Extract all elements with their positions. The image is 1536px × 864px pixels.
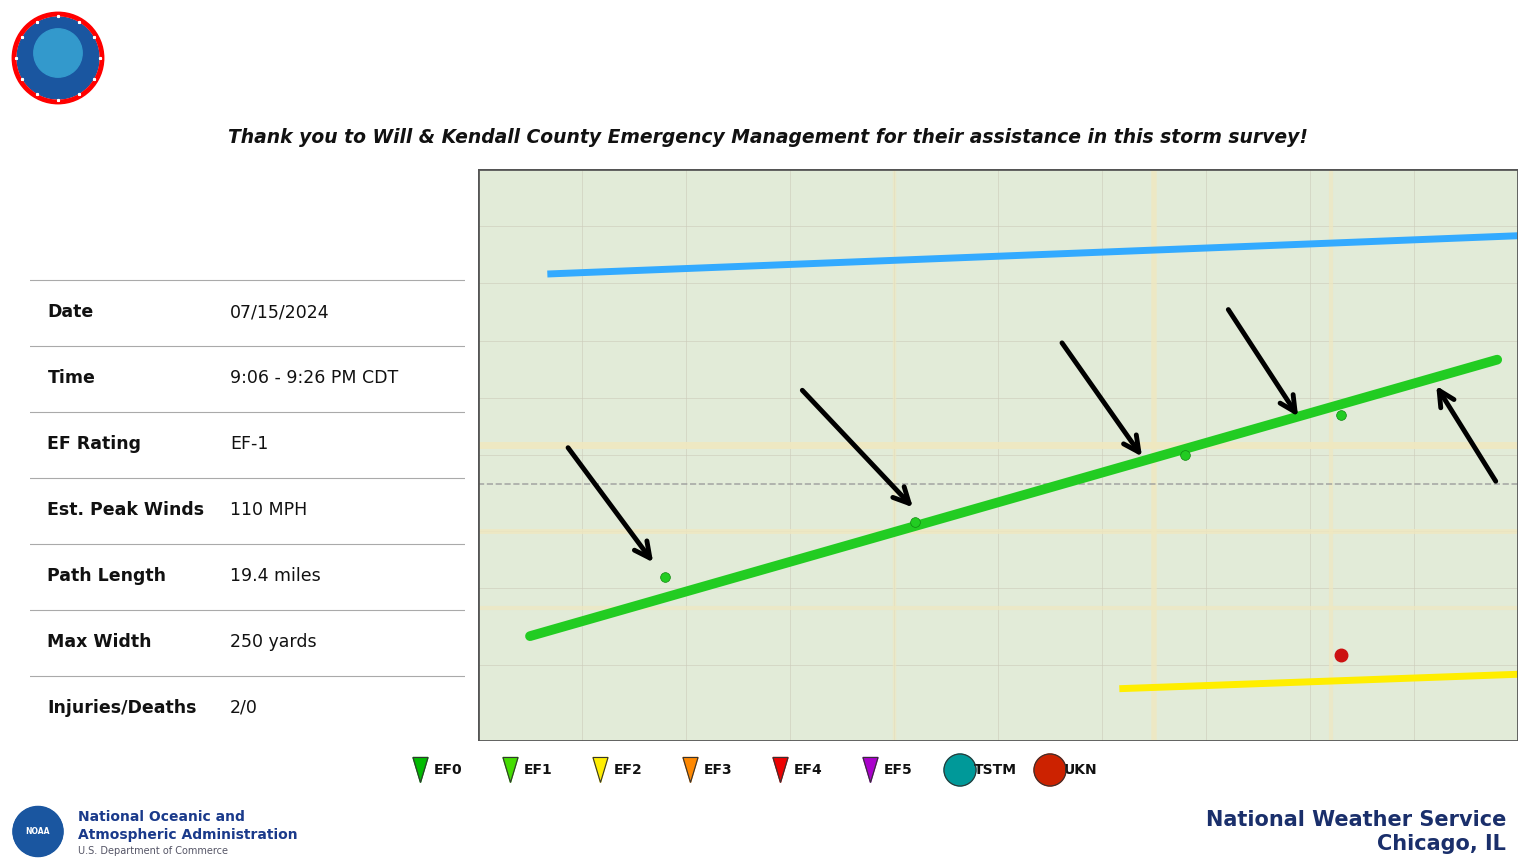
Text: EF3: EF3 (703, 763, 733, 777)
Polygon shape (502, 758, 518, 783)
Ellipse shape (91, 239, 112, 252)
Text: EF Rating: EF Rating (48, 435, 141, 453)
Text: Injuries/Deaths: Injuries/Deaths (48, 699, 197, 717)
Text: National Weather Service: National Weather Service (1206, 810, 1505, 829)
Text: 07/15/2024: 07/15/2024 (230, 303, 330, 321)
Text: Time: Time (48, 369, 95, 387)
Polygon shape (773, 758, 788, 783)
Ellipse shape (57, 179, 135, 192)
Text: Storm Survey Results: Storm Survey Results (129, 190, 435, 214)
Text: 9:06 - 9:26 PM CDT: 9:06 - 9:26 PM CDT (230, 369, 398, 387)
Circle shape (1034, 754, 1066, 786)
Text: July 22, 2024: July 22, 2024 (1283, 41, 1505, 71)
Text: TSTM: TSTM (974, 763, 1017, 777)
Text: UKN: UKN (1064, 763, 1098, 777)
Text: 2/0: 2/0 (230, 699, 258, 717)
Polygon shape (684, 758, 697, 783)
Text: Minooka to Joliet Tornado: Minooka to Joliet Tornado (190, 232, 375, 247)
Ellipse shape (69, 195, 131, 208)
Text: NOAA: NOAA (26, 827, 51, 836)
Text: Chicago, IL: Chicago, IL (1378, 835, 1505, 854)
Polygon shape (593, 758, 608, 783)
Text: Atmospheric Administration: Atmospheric Administration (78, 828, 298, 842)
Circle shape (945, 754, 975, 786)
Text: (Kendall and Will Counties): (Kendall and Will Counties) (183, 254, 381, 269)
Text: U.S. Department of Commerce: U.S. Department of Commerce (78, 846, 227, 856)
Text: 110 MPH: 110 MPH (230, 501, 307, 519)
Text: EF4: EF4 (794, 763, 823, 777)
Polygon shape (413, 758, 429, 783)
Ellipse shape (86, 226, 121, 239)
Text: Est. Peak Winds: Est. Peak Winds (48, 501, 204, 519)
Text: Max Width: Max Width (48, 633, 152, 651)
Circle shape (34, 29, 83, 77)
Circle shape (17, 17, 98, 99)
Text: EF-1: EF-1 (230, 435, 269, 453)
Text: Minooka to Joliet Tornado: Minooka to Joliet Tornado (131, 25, 1049, 87)
Text: Path Length: Path Length (48, 567, 166, 585)
Ellipse shape (80, 212, 127, 226)
Text: Thank you to Will & Kendall County Emergency Management for their assistance in : Thank you to Will & Kendall County Emerg… (227, 128, 1309, 147)
Text: Date: Date (48, 303, 94, 321)
Text: EF0: EF0 (435, 763, 462, 777)
Text: EF5: EF5 (885, 763, 912, 777)
Text: EF2: EF2 (614, 763, 642, 777)
Circle shape (14, 14, 101, 102)
Polygon shape (863, 758, 879, 783)
Circle shape (14, 807, 63, 856)
Text: 250 yards: 250 yards (230, 633, 316, 651)
Text: National Oceanic and: National Oceanic and (78, 810, 244, 824)
Text: 19.4 miles: 19.4 miles (230, 567, 321, 585)
Text: EF1: EF1 (524, 763, 553, 777)
Ellipse shape (94, 251, 106, 264)
